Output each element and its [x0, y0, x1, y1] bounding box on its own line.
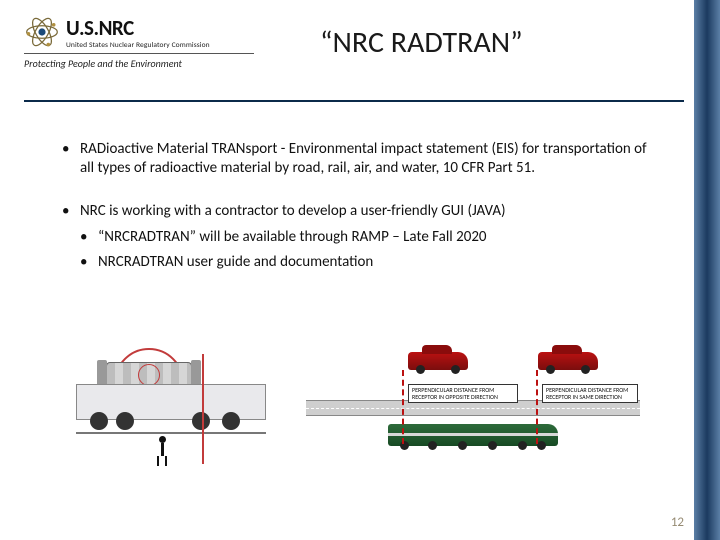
page-number: 12 [671, 515, 684, 530]
atom-icon [24, 14, 60, 50]
title-rule [24, 100, 684, 102]
bullet-2: NRC is working with a contractor to deve… [62, 202, 662, 272]
bullet-2-text: NRC is working with a contractor to deve… [80, 202, 506, 220]
car-icon [538, 352, 598, 370]
body-text: RADioactive Material TRANsport - Environ… [62, 140, 662, 296]
slide-title: “NRC RADTRAN” [320, 24, 523, 61]
diagram-row: PERPENDICULAR DISTANCE FROM RECEPTOR IN … [72, 340, 652, 480]
bullet-2-sub-1: “NRCRADTRAN” will be available through R… [80, 228, 662, 247]
nrc-logo-block: U.S.NRC United States Nuclear Regulatory… [24, 14, 254, 70]
diagram-cask [72, 340, 282, 472]
logo-subtitle: United States Nuclear Regulatory Commiss… [66, 41, 210, 50]
bullet-2-sub-2: NRCRADTRAN user guide and documentation [80, 253, 662, 272]
slide: U.S.NRC United States Nuclear Regulatory… [0, 0, 720, 540]
car-icon [408, 352, 468, 370]
logo-tagline: Protecting People and the Environment [24, 57, 254, 70]
diagram-transport: PERPENDICULAR DISTANCE FROM RECEPTOR IN … [304, 340, 644, 472]
logo-rule [24, 53, 254, 54]
right-stripe [694, 0, 720, 540]
logo-title: U.S.NRC [66, 15, 210, 41]
bullet-1-text: RADioactive Material TRANsport - Environ… [80, 140, 647, 177]
person-icon [156, 436, 168, 466]
perp-distance-label-same: PERPENDICULAR DISTANCE FROM RECEPTOR IN … [542, 384, 638, 403]
train-icon [388, 424, 558, 446]
perp-distance-label-opposite: PERPENDICULAR DISTANCE FROM RECEPTOR IN … [408, 384, 518, 403]
bullet-1: RADioactive Material TRANsport - Environ… [62, 140, 662, 178]
